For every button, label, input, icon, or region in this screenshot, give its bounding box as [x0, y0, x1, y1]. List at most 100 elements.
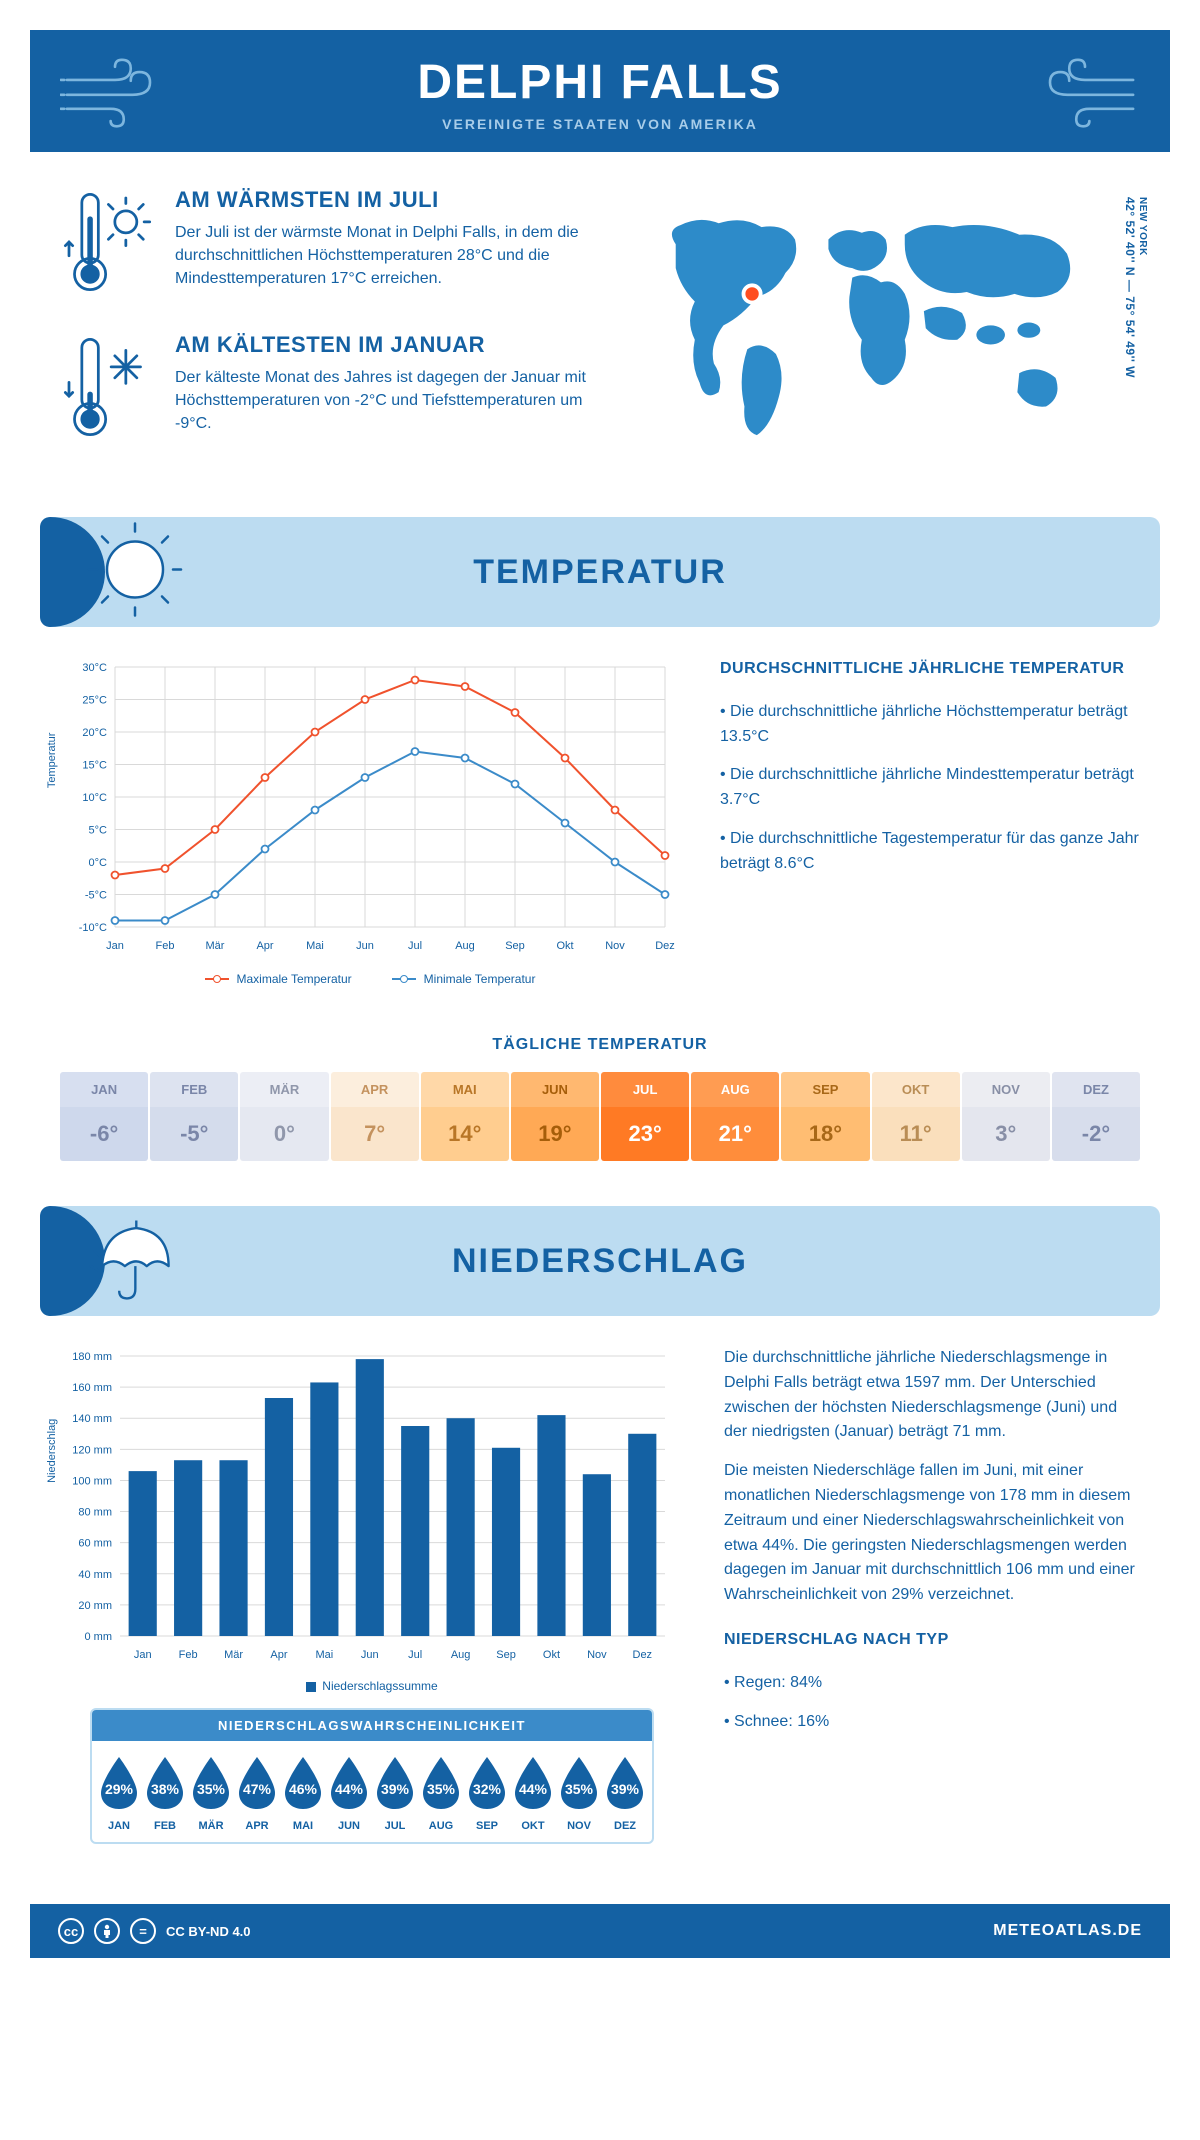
svg-text:Jan: Jan	[134, 1649, 152, 1661]
svg-text:Dez: Dez	[633, 1649, 653, 1661]
page-subtitle: VEREINIGTE STAATEN VON AMERIKA	[50, 116, 1150, 132]
warmest-text: Der Juli ist der wärmste Monat in Delphi…	[175, 221, 598, 291]
thermometer-hot-icon	[60, 187, 155, 302]
svg-text:80 mm: 80 mm	[78, 1507, 112, 1519]
svg-text:25°C: 25°C	[82, 695, 107, 707]
svg-text:-10°C: -10°C	[79, 922, 107, 934]
svg-text:160 mm: 160 mm	[72, 1382, 112, 1394]
probability-drop: 44%OKT	[510, 1753, 556, 1832]
temp-y-axis-label: Temperatur	[46, 732, 58, 788]
svg-text:Mai: Mai	[306, 940, 324, 952]
probability-drop: 35%MÄR	[188, 1753, 234, 1832]
heatmap-cell: NOV 3°	[962, 1072, 1050, 1161]
temperature-line-chart: -10°C-5°C0°C5°C10°C15°C20°C25°C30°CJanFe…	[60, 657, 680, 962]
precipitation-banner: NIEDERSCHLAG	[40, 1206, 1160, 1316]
temp-stat-bullet: • Die durchschnittliche Tagestemperatur …	[720, 827, 1140, 877]
by-icon	[94, 1918, 120, 1944]
svg-text:180 mm: 180 mm	[72, 1351, 112, 1363]
svg-text:140 mm: 140 mm	[72, 1413, 112, 1425]
warmest-block: AM WÄRMSTEN IM JULI Der Juli ist der wär…	[60, 187, 598, 302]
svg-text:Jan: Jan	[106, 940, 124, 952]
heatmap-cell: AUG 21°	[691, 1072, 779, 1161]
svg-text:40 mm: 40 mm	[78, 1569, 112, 1581]
svg-text:Jun: Jun	[356, 940, 374, 952]
svg-text:Mai: Mai	[316, 1649, 334, 1661]
thermometer-cold-icon	[60, 332, 155, 447]
probability-drop: 47%APR	[234, 1753, 280, 1832]
probability-drop: 35%AUG	[418, 1753, 464, 1832]
svg-text:30°C: 30°C	[82, 662, 107, 674]
svg-text:Feb: Feb	[156, 940, 175, 952]
cc-icon: cc	[58, 1918, 84, 1944]
probability-drop: 35%NOV	[556, 1753, 602, 1832]
precipitation-probability-panel: NIEDERSCHLAGSWAHRSCHEINLICHKEIT 29%JAN 3…	[90, 1708, 654, 1844]
precip-paragraph-1: Die durchschnittliche jährliche Niedersc…	[724, 1346, 1140, 1445]
svg-text:100 mm: 100 mm	[72, 1475, 112, 1487]
page-title: DELPHI FALLS	[50, 55, 1150, 110]
nd-icon: =	[130, 1918, 156, 1944]
svg-text:Aug: Aug	[451, 1649, 471, 1661]
svg-text:20°C: 20°C	[82, 727, 107, 739]
license-text: CC BY-ND 4.0	[166, 1924, 251, 1939]
svg-text:Sep: Sep	[505, 940, 525, 952]
legend-item: Maximale Temperatur	[205, 972, 352, 986]
svg-text:Dez: Dez	[655, 940, 675, 952]
probability-drop: 39%DEZ	[602, 1753, 648, 1832]
precip-type-bullet: • Schnee: 16%	[724, 1710, 1140, 1735]
svg-text:Mär: Mär	[224, 1649, 243, 1661]
heatmap-cell: MÄR 0°	[240, 1072, 328, 1161]
svg-text:Nov: Nov	[605, 940, 625, 952]
svg-text:120 mm: 120 mm	[72, 1444, 112, 1456]
coldest-heading: AM KÄLTESTEN IM JANUAR	[175, 332, 598, 358]
probability-drop: 46%MAI	[280, 1753, 326, 1832]
coordinates: NEW YORK 42° 52' 40'' N — 75° 54' 49'' W	[1123, 197, 1148, 378]
precipitation-section-title: NIEDERSCHLAG	[452, 1242, 748, 1281]
svg-text:Okt: Okt	[556, 940, 573, 952]
temperature-heatmap: JAN -6°FEB -5°MÄR 0°APR 7°MAI 14°JUN 19°…	[30, 1072, 1170, 1191]
probability-title: NIEDERSCHLAGSWAHRSCHEINLICHKEIT	[92, 1710, 652, 1741]
temp-stat-bullet: • Die durchschnittliche jährliche Mindes…	[720, 763, 1140, 813]
probability-drop: 38%FEB	[142, 1753, 188, 1832]
svg-text:60 mm: 60 mm	[78, 1538, 112, 1550]
svg-text:Okt: Okt	[543, 1649, 560, 1661]
warmest-heading: AM WÄRMSTEN IM JULI	[175, 187, 598, 213]
precipitation-bar-chart: 0 mm20 mm40 mm60 mm80 mm100 mm120 mm140 …	[60, 1346, 684, 1671]
heatmap-cell: MAI 14°	[421, 1072, 509, 1161]
heatmap-cell: SEP 18°	[781, 1072, 869, 1161]
legend-item: Minimale Temperatur	[392, 972, 536, 986]
temp-chart-legend: Maximale Temperatur Minimale Temperatur	[60, 972, 680, 986]
temp-stat-bullet: • Die durchschnittliche jährliche Höchst…	[720, 700, 1140, 750]
heatmap-cell: DEZ -2°	[1052, 1072, 1140, 1161]
coldest-text: Der kälteste Monat des Jahres ist dagege…	[175, 366, 598, 436]
svg-text:Nov: Nov	[587, 1649, 607, 1661]
svg-text:Sep: Sep	[496, 1649, 516, 1661]
umbrella-icon	[85, 1211, 180, 1311]
probability-drop: 29%JAN	[96, 1753, 142, 1832]
sun-icon	[85, 520, 185, 625]
intro-section: AM WÄRMSTEN IM JULI Der Juli ist der wär…	[30, 152, 1170, 502]
svg-text:Jun: Jun	[361, 1649, 379, 1661]
precip-y-axis-label: Niederschlag	[46, 1418, 58, 1482]
temperature-banner: TEMPERATUR	[40, 517, 1160, 627]
precip-chart-legend: Niederschlagssumme	[60, 1679, 684, 1693]
svg-text:Mär: Mär	[206, 940, 225, 952]
site-name: METEOATLAS.DE	[993, 1922, 1142, 1940]
daily-temp-heading: TÄGLICHE TEMPERATUR	[30, 1036, 1170, 1054]
probability-drop: 32%SEP	[464, 1753, 510, 1832]
heatmap-cell: OKT 11°	[872, 1072, 960, 1161]
state-label: NEW YORK	[1137, 197, 1148, 370]
temperature-section-title: TEMPERATUR	[473, 553, 727, 592]
heatmap-cell: APR 7°	[331, 1072, 419, 1161]
svg-text:Jul: Jul	[408, 940, 422, 952]
coldest-block: AM KÄLTESTEN IM JANUAR Der kälteste Mona…	[60, 332, 598, 447]
svg-text:15°C: 15°C	[82, 760, 107, 772]
probability-drop: 44%JUN	[326, 1753, 372, 1832]
heatmap-cell: FEB -5°	[150, 1072, 238, 1161]
header-banner: DELPHI FALLS VEREINIGTE STAATEN VON AMER…	[30, 30, 1170, 152]
world-map: NEW YORK 42° 52' 40'' N — 75° 54' 49'' W	[628, 187, 1140, 459]
svg-text:Aug: Aug	[455, 940, 475, 952]
svg-text:10°C: 10°C	[82, 792, 107, 804]
svg-text:Jul: Jul	[408, 1649, 422, 1661]
temp-stats-heading: DURCHSCHNITTLICHE JÄHRLICHE TEMPERATUR	[720, 657, 1140, 682]
coords-value: 42° 52' 40'' N — 75° 54' 49'' W	[1123, 197, 1137, 378]
